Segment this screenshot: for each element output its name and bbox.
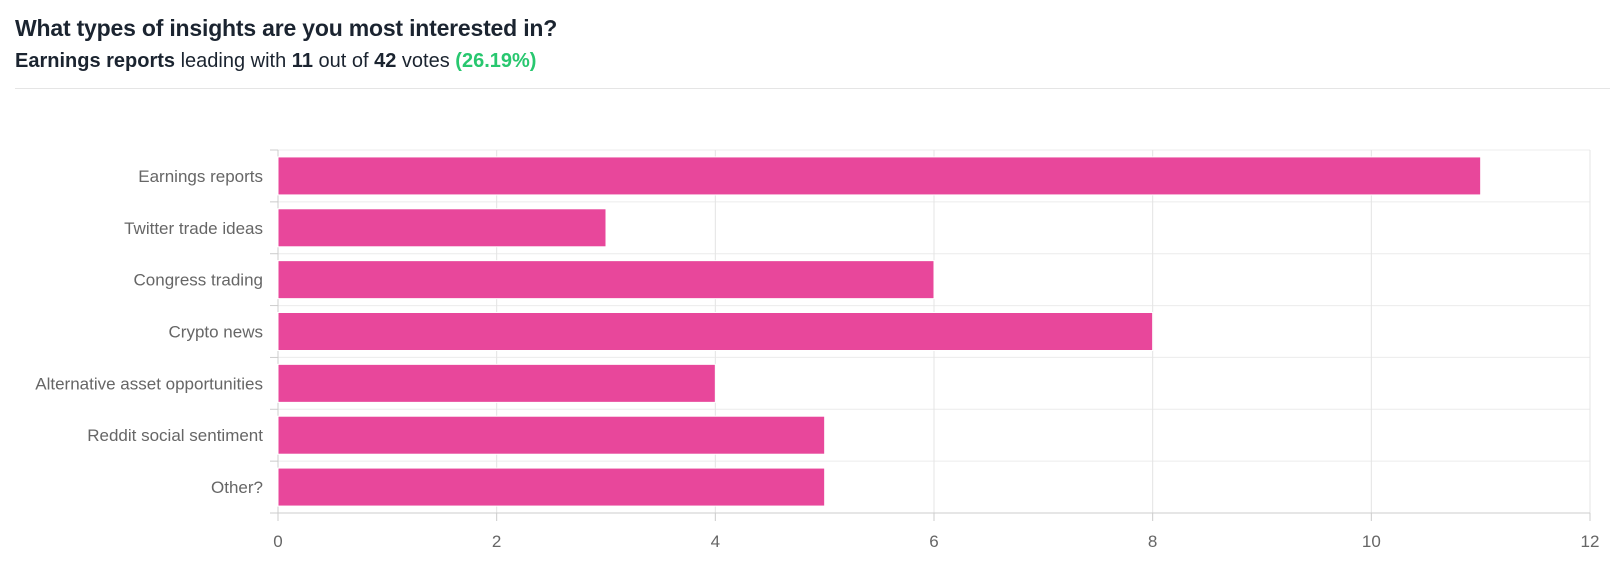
page-title: What types of insights are you most inte…: [15, 15, 558, 41]
x-tick-label: 8: [1148, 532, 1157, 551]
bar-reddit-social-sentiment[interactable]: [277, 415, 826, 455]
poll-bar-chart: 0 2 4 6 8 10 12 Earnings reports Twitter trade i…: [0, 108, 1622, 578]
category-label: Reddit social sentiment: [87, 426, 263, 445]
poll-summary: Earnings reports leading with 11 out of …: [15, 47, 1610, 76]
x-tick-label: 2: [492, 532, 501, 551]
bar-twitter-trade-ideas[interactable]: [277, 208, 607, 248]
chart-header: What types of insights are you most inte…: [15, 12, 1610, 76]
summary-text-1: leading with: [175, 50, 292, 72]
category-label: Alternative asset opportunities: [35, 374, 263, 393]
bar-chart-svg: 0 2 4 6 8 10 12 Earnings reports Twitter trade i…: [35, 149, 1600, 551]
summary-text-3: votes: [396, 50, 456, 72]
category-label: Congress trading: [134, 271, 263, 290]
leading-percentage: (26.19%): [455, 50, 537, 72]
header-divider: [15, 88, 1610, 89]
bar-congress-trading[interactable]: [277, 260, 935, 300]
x-tick-label: 4: [711, 532, 720, 551]
category-label: Other?: [211, 478, 263, 497]
category-label: Earnings reports: [138, 167, 263, 186]
x-tick-label: 0: [273, 532, 282, 551]
leading-votes-count: 11: [291, 50, 313, 72]
bar-crypto-news[interactable]: [277, 312, 1154, 351]
x-tick-label: 6: [929, 532, 938, 551]
bar-earnings-reports[interactable]: [277, 156, 1482, 196]
total-votes-count: 42: [374, 50, 397, 72]
category-label: Crypto news: [169, 323, 263, 342]
bar-other[interactable]: [277, 467, 826, 507]
leading-option-label: Earnings reports: [15, 50, 176, 72]
category-label: Twitter trade ideas: [124, 219, 263, 238]
x-tick-label: 10: [1362, 532, 1381, 551]
x-tick-label: 12: [1581, 532, 1600, 551]
bar-alternative-asset-opportunities[interactable]: [277, 363, 716, 403]
summary-text-2: out of: [312, 50, 375, 72]
